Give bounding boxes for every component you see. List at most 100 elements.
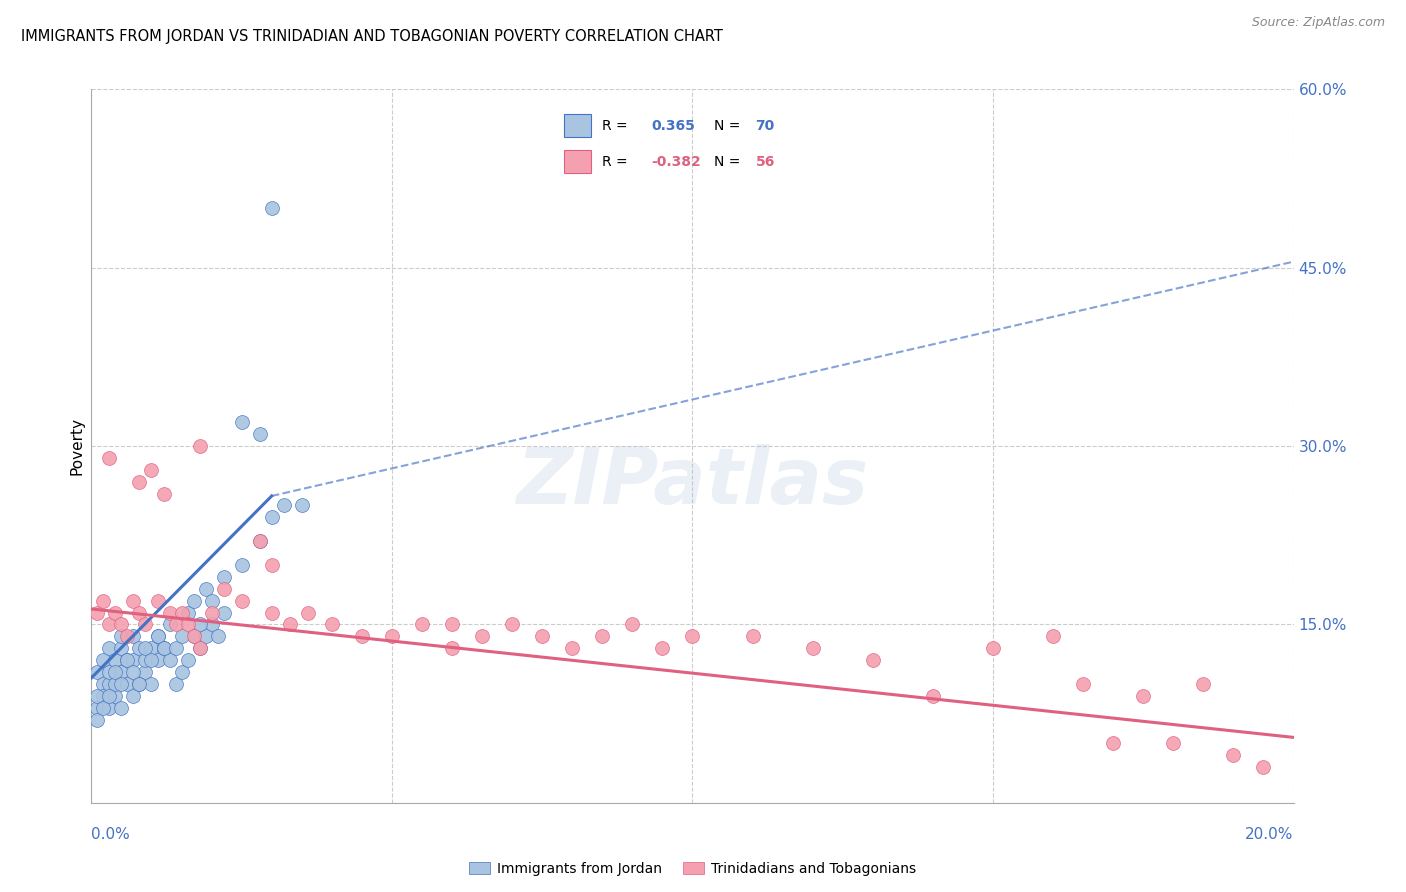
Point <box>260 510 283 524</box>
Point <box>212 570 235 584</box>
Point <box>86 713 108 727</box>
Point <box>260 558 283 572</box>
Point <box>104 653 127 667</box>
Point <box>321 617 343 632</box>
Point <box>381 629 404 643</box>
Point <box>188 439 211 453</box>
Text: 70: 70 <box>755 119 775 133</box>
Point <box>231 415 253 429</box>
Point <box>922 689 945 703</box>
Point <box>128 641 150 656</box>
Point <box>117 629 139 643</box>
Point <box>134 665 156 679</box>
Point <box>117 653 139 667</box>
Point <box>128 606 150 620</box>
Point <box>93 653 115 667</box>
Point <box>146 629 169 643</box>
Point <box>134 653 156 667</box>
Point <box>440 641 463 656</box>
Point <box>1132 689 1154 703</box>
Point <box>194 629 217 643</box>
Point <box>159 653 181 667</box>
Point <box>86 665 108 679</box>
Point <box>273 499 295 513</box>
Point <box>651 641 673 656</box>
Point <box>86 689 108 703</box>
Point <box>801 641 824 656</box>
Point <box>110 700 132 714</box>
Point <box>531 629 554 643</box>
Point <box>122 665 145 679</box>
FancyBboxPatch shape <box>564 114 591 137</box>
Point <box>1253 760 1275 774</box>
Point <box>93 689 115 703</box>
Point <box>110 677 132 691</box>
Point <box>165 617 187 632</box>
Point <box>152 641 174 656</box>
FancyBboxPatch shape <box>564 150 591 173</box>
Point <box>741 629 763 643</box>
Point <box>188 641 211 656</box>
Point <box>152 641 174 656</box>
Point <box>681 629 703 643</box>
Point <box>212 606 235 620</box>
Point <box>194 582 217 596</box>
Point <box>297 606 319 620</box>
Point <box>591 629 613 643</box>
Point <box>98 617 121 632</box>
Point <box>122 629 145 643</box>
Point <box>260 201 283 215</box>
Point <box>104 689 127 703</box>
Point <box>110 665 132 679</box>
Point <box>128 677 150 691</box>
Point <box>183 629 205 643</box>
Point <box>231 558 253 572</box>
Point <box>104 606 127 620</box>
Text: R =: R = <box>602 119 627 133</box>
Point <box>122 593 145 607</box>
Point <box>86 606 108 620</box>
Point <box>98 450 121 465</box>
Text: Source: ZipAtlas.com: Source: ZipAtlas.com <box>1251 16 1385 29</box>
Point <box>98 700 121 714</box>
Point <box>122 689 145 703</box>
Text: ZIPatlas: ZIPatlas <box>516 443 869 520</box>
Point <box>98 665 121 679</box>
Point <box>201 593 224 607</box>
Point <box>183 629 205 643</box>
Point <box>134 617 156 632</box>
Point <box>93 593 115 607</box>
Point <box>146 593 169 607</box>
Point <box>1042 629 1064 643</box>
Text: R =: R = <box>602 154 627 169</box>
Point <box>170 629 193 643</box>
Point <box>201 606 224 620</box>
Point <box>260 606 283 620</box>
Point <box>141 653 163 667</box>
Point <box>1222 748 1244 763</box>
Text: N =: N = <box>714 119 741 133</box>
Point <box>86 700 108 714</box>
Point <box>170 665 193 679</box>
Point <box>188 641 211 656</box>
Point <box>176 617 198 632</box>
Point <box>1071 677 1094 691</box>
Point <box>201 617 224 632</box>
Point <box>117 653 139 667</box>
Point <box>176 606 198 620</box>
Point <box>165 641 187 656</box>
Point <box>440 617 463 632</box>
Point <box>862 653 884 667</box>
Text: 20.0%: 20.0% <box>1246 827 1294 841</box>
Point <box>98 641 121 656</box>
Point <box>141 641 163 656</box>
Point <box>128 677 150 691</box>
Point <box>146 653 169 667</box>
Point <box>128 475 150 489</box>
Point <box>278 617 301 632</box>
Point <box>141 677 163 691</box>
Point <box>1192 677 1215 691</box>
Point <box>981 641 1004 656</box>
Point <box>207 629 229 643</box>
Point <box>249 427 271 442</box>
